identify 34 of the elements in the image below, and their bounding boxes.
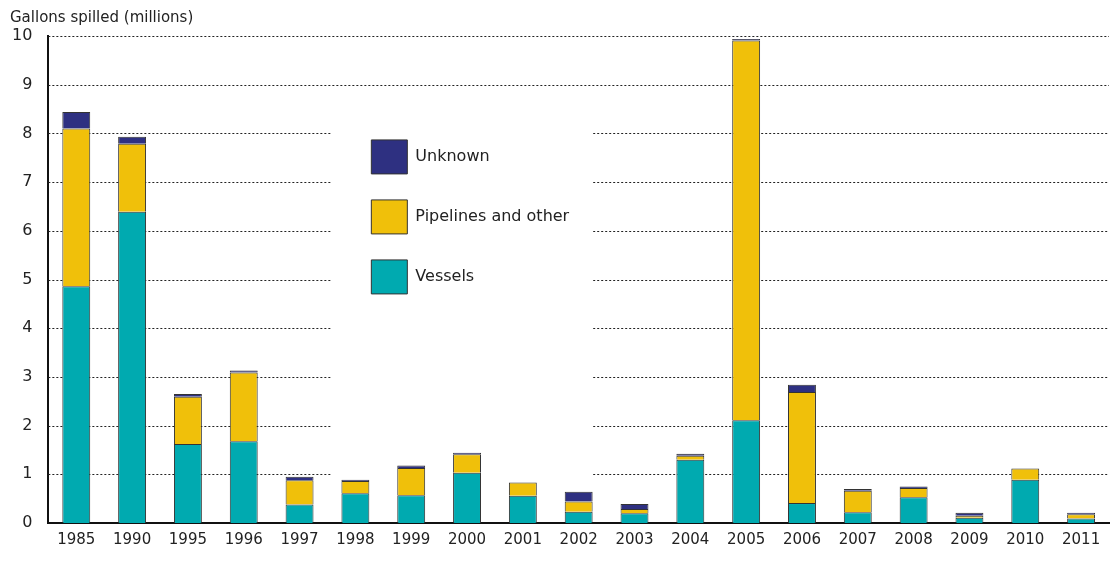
x-tick-label: 2003 — [615, 529, 654, 548]
y-tick-label: 1 — [22, 463, 33, 483]
x-tick-label: 2010 — [1006, 529, 1045, 548]
legend-label: Vessels — [415, 266, 475, 286]
x-tick-label: 2001 — [503, 529, 542, 548]
legend-label: Pipelines and other — [415, 206, 570, 226]
y-tick-label: 9 — [22, 73, 33, 93]
y-tick-label: 8 — [22, 122, 33, 142]
x-tick-label: 2008 — [894, 529, 933, 548]
x-tick-label: 1985 — [57, 529, 96, 548]
x-tick-label: 1999 — [392, 529, 431, 548]
y-tick-label: 6 — [22, 219, 33, 239]
x-tick-label: 2006 — [782, 529, 822, 548]
x-tick-label: 1996 — [224, 529, 263, 548]
x-tick-label: 2005 — [727, 529, 766, 548]
x-tick-label: 1995 — [168, 529, 208, 548]
y-tick-label: 3 — [22, 366, 33, 386]
x-tick-label: 1990 — [113, 529, 152, 548]
y-axis-title: Gallons spilled (millions) — [10, 8, 194, 26]
x-tick-label: 2011 — [1061, 529, 1101, 548]
x-tick-label: 2004 — [671, 529, 710, 548]
x-tick-label: 2000 — [447, 529, 487, 548]
y-tick-label: 7 — [22, 171, 33, 191]
y-tick-label: 4 — [22, 317, 33, 337]
y-tick-label: 2 — [22, 414, 33, 434]
y-tick-label: 0 — [22, 512, 33, 532]
x-tick-label: 2002 — [559, 529, 598, 548]
x-tick-label: 2009 — [950, 529, 989, 548]
y-tick-label: 5 — [22, 268, 33, 288]
y-tick-label: 10 — [12, 25, 33, 45]
x-tick-label: 1997 — [280, 529, 319, 548]
legend-label: Unknown — [415, 146, 490, 166]
x-tick-label: 1998 — [336, 529, 375, 548]
x-tick-label: 2007 — [838, 529, 877, 548]
